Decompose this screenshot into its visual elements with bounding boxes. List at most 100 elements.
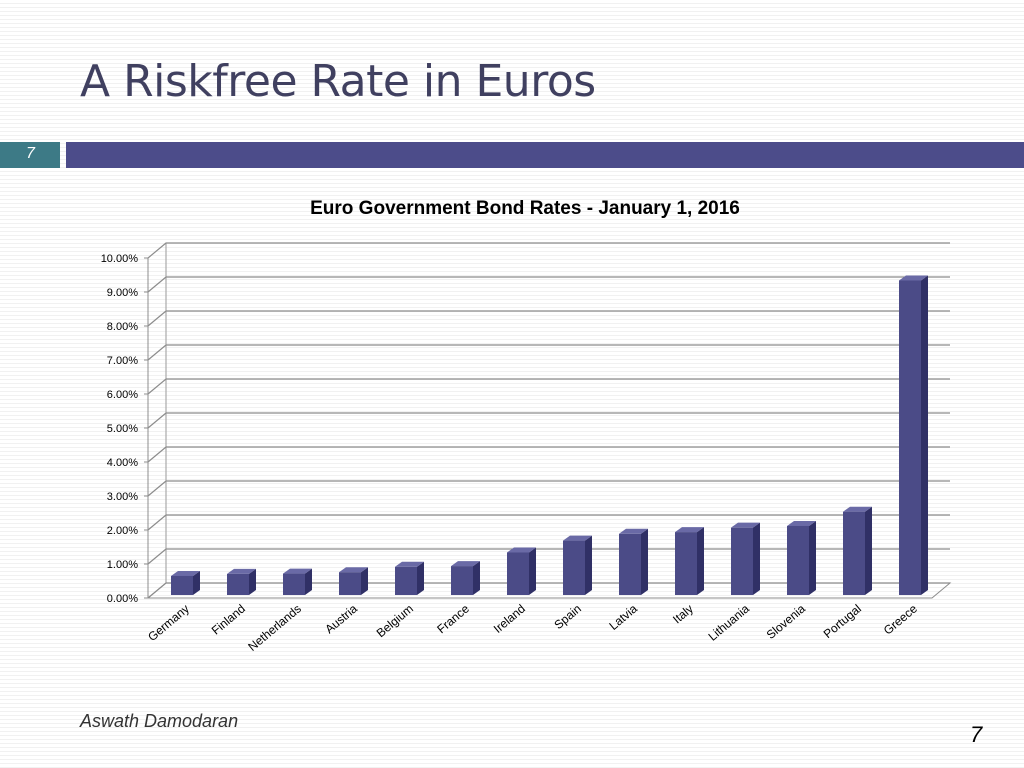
gridline [147, 276, 950, 293]
gridline [147, 412, 950, 429]
bar-side [417, 561, 424, 595]
x-tick-label: Portugal [821, 602, 864, 641]
bar [507, 552, 529, 595]
bar-austria [339, 567, 368, 595]
y-tick-label: 1.00% [107, 559, 138, 571]
bar-side [585, 535, 592, 595]
x-tick-label: France [434, 601, 472, 636]
bar-germany [171, 570, 200, 595]
bar [787, 525, 809, 595]
chart-title: Euro Government Bond Rates - January 1, … [310, 198, 740, 219]
bar-top [283, 568, 312, 574]
bar-side [193, 570, 200, 595]
gridline [147, 548, 950, 565]
bar-france [451, 561, 480, 595]
bar-ireland [507, 547, 536, 595]
bar-top [227, 568, 256, 574]
bar [227, 573, 249, 595]
bar-side [361, 567, 368, 595]
bond-rate-chart: Euro Government Bond Rates - January 1, … [0, 180, 1024, 680]
bar-top [507, 547, 536, 553]
bar-top [787, 520, 816, 526]
bar [171, 575, 193, 595]
bar-netherlands [283, 568, 312, 595]
bar-top [675, 527, 704, 533]
x-tick-label: Belgium [374, 602, 416, 641]
author-footer: Aswath Damodaran [80, 711, 239, 731]
gridline [147, 344, 950, 361]
y-tick-label: 9.00% [107, 287, 138, 299]
bar-side [473, 561, 480, 595]
bar [395, 566, 417, 595]
bar-side [921, 275, 928, 595]
bar-portugal [843, 506, 872, 595]
bar-top [899, 275, 928, 281]
gridline [147, 378, 950, 395]
bar [451, 566, 473, 595]
slide-number-badge-label: 7 [26, 145, 35, 162]
bars [171, 275, 928, 595]
bar-italy [675, 527, 704, 595]
y-tick-label: 5.00% [107, 423, 138, 435]
bar-side [305, 568, 312, 595]
bar-top [731, 522, 760, 528]
x-tick-label: Netherlands [245, 602, 304, 654]
bar [899, 280, 921, 595]
accent-bar [66, 142, 1024, 168]
bar-side [865, 506, 872, 595]
bar-side [249, 568, 256, 595]
bar-top [451, 561, 480, 567]
bar-belgium [395, 561, 424, 595]
x-tick-label: Finland [209, 602, 248, 638]
x-tick-label: Greece [881, 601, 920, 637]
bar-top [563, 535, 592, 541]
y-tick-label: 3.00% [107, 491, 138, 503]
bar-top [843, 506, 872, 512]
gridlines [147, 242, 950, 599]
bar-side [809, 520, 816, 595]
x-tick-label: Latvia [606, 601, 640, 633]
bar [731, 527, 753, 595]
bar-finland [227, 568, 256, 595]
y-tick-label: 4.00% [107, 457, 138, 469]
gridline [147, 310, 950, 327]
slide-title: A Riskfree Rate in Euros [80, 56, 596, 107]
bar-greece [899, 275, 928, 595]
x-tick-label: Lithuania [706, 601, 753, 643]
x-tick-label: Ireland [491, 602, 528, 636]
x-tick-label: Spain [551, 602, 584, 632]
bar [563, 540, 585, 595]
gridline [147, 446, 950, 463]
y-tick-label: 0.00% [107, 593, 138, 605]
bar-lithuania [731, 522, 760, 595]
gridline [147, 480, 950, 497]
bar-spain [563, 535, 592, 595]
bar-side [753, 522, 760, 595]
x-tick-label: Germany [145, 602, 192, 644]
bar-side [697, 527, 704, 595]
y-tick-label: 10.00% [101, 253, 139, 265]
bar [843, 511, 865, 595]
bar [619, 533, 641, 595]
y-tick-label: 7.00% [107, 355, 138, 367]
bar-top [171, 570, 200, 576]
gridline [147, 582, 950, 599]
bar-top [339, 567, 368, 573]
bar-top [395, 561, 424, 567]
gridline [147, 514, 950, 531]
bar [675, 532, 697, 595]
slide-number-badge: 7 [0, 142, 60, 168]
x-tick-label: Slovenia [764, 601, 809, 642]
x-tick-label: Italy [670, 602, 696, 627]
bar-slovenia [787, 520, 816, 595]
bar-side [529, 547, 536, 595]
x-tick-label: Austria [322, 601, 360, 636]
page-number: 7 [970, 722, 983, 747]
floor [146, 582, 952, 599]
bar [283, 573, 305, 595]
gridline [147, 242, 950, 259]
y-tick-label: 2.00% [107, 525, 138, 537]
bar-side [641, 528, 648, 595]
bar-top [619, 528, 648, 534]
